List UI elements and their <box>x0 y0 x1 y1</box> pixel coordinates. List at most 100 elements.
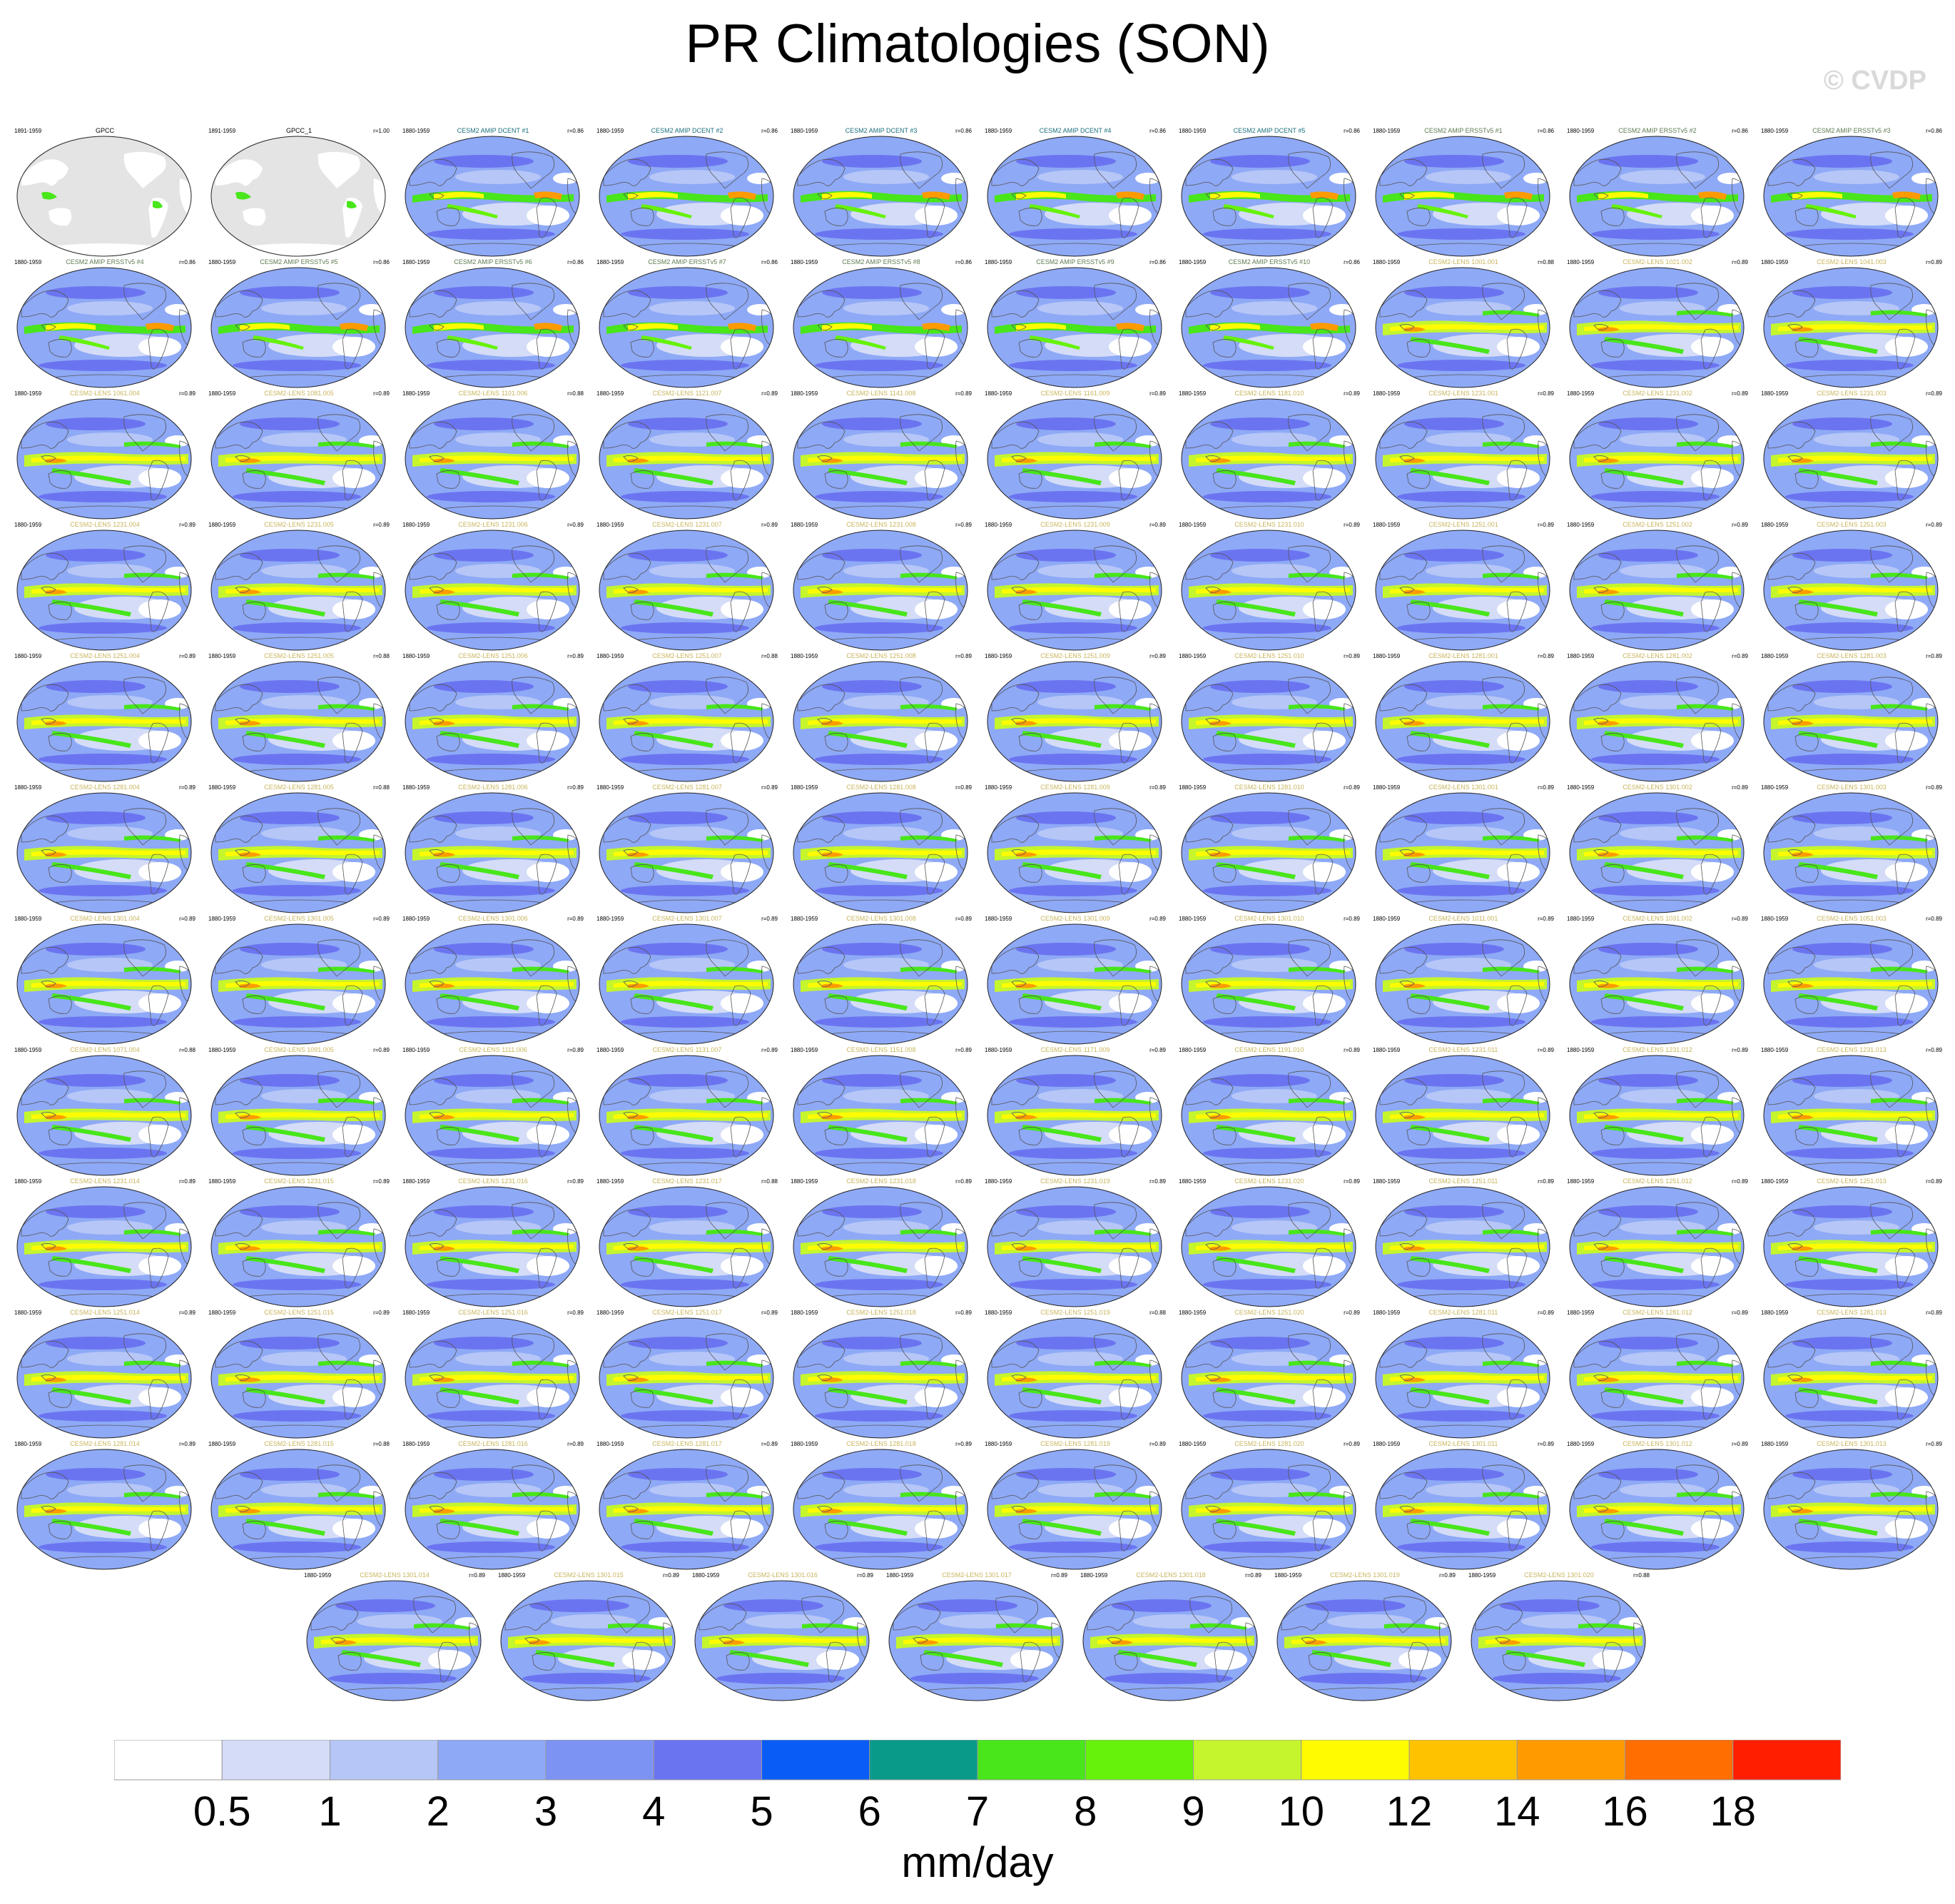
map-plot <box>1763 267 1939 388</box>
map-border <box>987 792 1162 913</box>
map-plot <box>599 530 774 651</box>
spcz-band <box>59 335 110 350</box>
panel-correlation: r=0.89 <box>1732 522 1748 528</box>
map-panel: 1880-1959 CESM2-LENS 1021.002 r=0.89 <box>1563 258 1752 391</box>
dry-zone <box>1593 1650 1635 1670</box>
dry-zone <box>941 304 967 315</box>
coastline <box>242 602 266 620</box>
dry-zone <box>915 468 958 488</box>
map-plot <box>1082 1580 1258 1701</box>
panel-period: 1880-1959 <box>402 390 430 397</box>
storm-band <box>706 835 763 842</box>
storm-track <box>427 885 555 896</box>
coastline <box>1185 552 1234 580</box>
coastline <box>41 849 56 856</box>
storm-track <box>1598 417 1698 430</box>
coastline <box>1344 703 1356 741</box>
map-plot <box>987 1449 1162 1570</box>
panel-title: CESM2 AMIP ERSSTv5 #9 <box>1036 258 1114 265</box>
map-panel: 1880-1959 CESM2-LENS 1231.010 r=0.89 <box>1174 521 1364 654</box>
itcz-core <box>1504 191 1533 200</box>
coastline <box>1767 815 1816 843</box>
map-panel: 1880-1959 CESM2-LENS 1231.019 r=0.89 <box>980 1178 1170 1310</box>
dry-zone <box>553 304 579 315</box>
coastline <box>148 591 169 632</box>
panel-title: CESM2-LENS 1301.002 <box>1623 784 1692 791</box>
storm-track <box>1792 811 1892 824</box>
storm-track <box>621 491 749 502</box>
spcz-band <box>447 335 498 350</box>
storm-band <box>706 572 763 579</box>
coastline <box>21 552 69 580</box>
storm-band <box>900 441 958 448</box>
map-panel: 1880-1959 CESM2-LENS 1231.002 r=0.89 <box>1563 390 1752 522</box>
coastline <box>342 460 363 501</box>
coastline <box>955 834 968 873</box>
spcz-band <box>1022 468 1102 485</box>
map-panel: 1880-1959 CESM2-LENS 1301.012 r=0.89 <box>1563 1440 1752 1573</box>
storm-track <box>1598 811 1698 824</box>
storm-track <box>1397 1016 1525 1028</box>
storm-band <box>124 835 181 842</box>
map-panel: 1880-1959 CESM2-LENS 1131.007 r=0.89 <box>592 1046 782 1179</box>
coastline <box>567 703 580 741</box>
map-plot <box>405 1055 580 1176</box>
coastline <box>536 591 557 632</box>
panel-correlation: r=0.89 <box>1538 522 1554 528</box>
coastline <box>761 572 774 610</box>
coastline <box>48 470 72 489</box>
map-panel: 1880-1959 CESM2-LENS 1281.018 r=0.89 <box>786 1440 976 1573</box>
coastline <box>41 718 56 724</box>
storm-track <box>39 885 167 896</box>
itcz-core <box>822 852 843 857</box>
coastline <box>436 602 460 620</box>
map-plot <box>1763 661 1939 782</box>
panel-period: 1880-1959 <box>1373 522 1401 528</box>
dry-zone <box>1497 1125 1540 1145</box>
dry-zone <box>527 206 569 226</box>
dry-zone <box>332 599 375 619</box>
storm-track <box>434 811 534 824</box>
storm-track <box>621 885 749 896</box>
storm-band <box>124 704 181 711</box>
panel-period: 1880-1959 <box>1567 128 1595 134</box>
coastline <box>1288 283 1331 320</box>
storm-track <box>628 155 728 168</box>
spcz-band <box>828 731 908 748</box>
storm-track <box>427 360 555 371</box>
storm-band <box>1871 704 1928 711</box>
spcz-band <box>1798 468 1878 485</box>
panel-title: CESM2-LENS 1231.005 <box>264 521 334 528</box>
map-plot <box>1375 1317 1550 1439</box>
storm-track <box>1203 1016 1331 1028</box>
coastline <box>761 178 774 216</box>
coastline <box>1732 572 1745 610</box>
storm-track <box>233 1279 361 1290</box>
itcz-core <box>822 192 872 200</box>
panel-correlation: r=0.89 <box>1538 390 1554 397</box>
itcz-core <box>1778 718 1932 725</box>
dry-zone <box>915 599 958 619</box>
map-plot <box>1375 267 1550 388</box>
itcz-core <box>1210 192 1260 200</box>
spcz-band <box>634 862 714 879</box>
map-plot <box>987 1186 1162 1307</box>
coastline <box>342 854 363 895</box>
coastline <box>1011 455 1027 462</box>
dry-zone <box>1109 862 1152 882</box>
land-field <box>179 178 191 216</box>
itcz-core <box>46 721 67 726</box>
colorbar-swatch <box>1516 1740 1625 1781</box>
coastline <box>900 677 943 714</box>
spcz-band <box>1410 599 1490 617</box>
map-plot <box>987 1317 1162 1439</box>
map-plot <box>1375 530 1550 651</box>
map-border <box>1763 136 1939 257</box>
coastline <box>623 193 639 199</box>
spcz-band <box>1798 862 1878 879</box>
dry-zone <box>915 993 958 1013</box>
map-panel: 1880-1959 CESM2-LENS 1081.005 r=0.89 <box>204 390 394 522</box>
storm-track <box>46 417 146 430</box>
dry-zone <box>1691 1125 1734 1145</box>
spcz-band <box>51 731 131 748</box>
